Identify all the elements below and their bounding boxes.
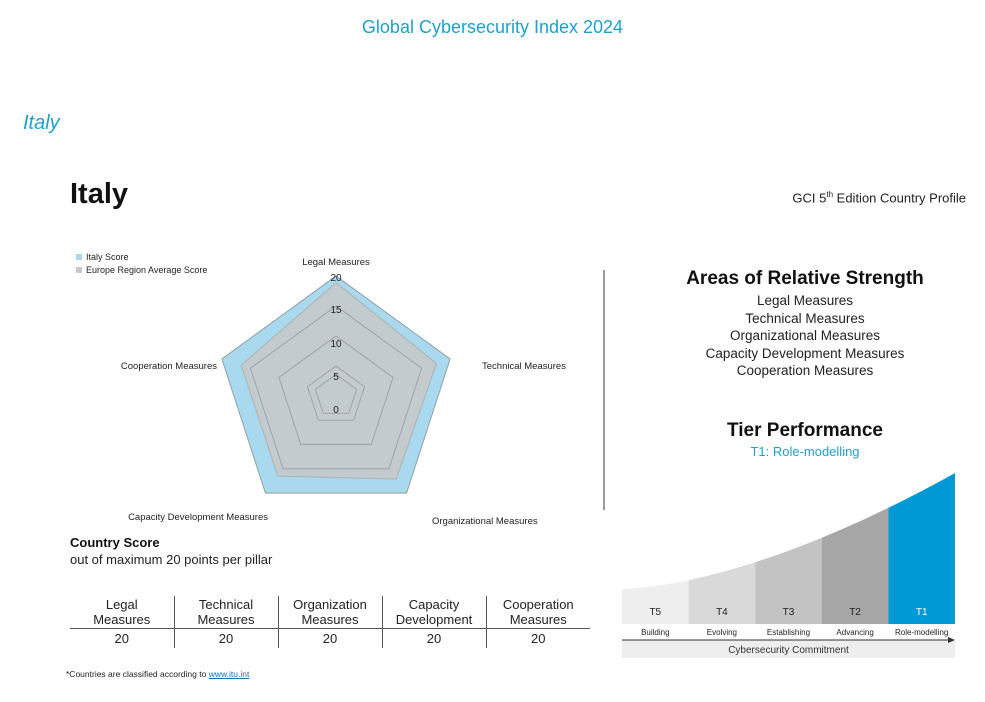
strength-item: Legal Measures — [756, 293, 854, 308]
legend-item-region: Europe Region Average Score — [76, 263, 207, 276]
tier-band-t5 — [622, 580, 689, 624]
tier-band-t4 — [688, 562, 756, 624]
tier-stage-label: Building — [641, 628, 669, 637]
itu-link[interactable]: www.itu.int — [208, 669, 250, 679]
radar-legend: Italy Score Europe Region Average Score — [76, 250, 207, 276]
document-header: Global Cybersecurity Index 2024 — [361, 17, 624, 37]
radar-tick-label: 15 — [330, 305, 342, 316]
tier-code-label: T5 — [649, 607, 661, 618]
score-value-legal: 20 — [70, 628, 175, 648]
country-score-subtitle: out of maximum 20 points per pillar — [70, 552, 273, 567]
score-header-line2: Measures — [93, 612, 151, 627]
tier-stage-label: Establishing — [767, 628, 810, 637]
tier-axis-band — [622, 640, 955, 658]
score-header-cooperation: Cooperation Measures — [486, 596, 590, 629]
strength-item: Organizational Measures — [729, 328, 881, 343]
tier-title: Tier Performance — [727, 420, 883, 441]
radar-grid-ring — [249, 305, 423, 470]
legend-label-country: Italy Score — [86, 251, 129, 262]
score-header-organization: Organization Measures — [278, 596, 383, 629]
tier-stage-label: Evolving — [707, 628, 737, 637]
score-header-line2: Measures — [509, 612, 567, 627]
country-score-title: Country Score — [70, 535, 160, 550]
score-header-line2: Measures — [197, 612, 255, 627]
score-header-line2: Development — [395, 612, 473, 627]
strength-item: Capacity Development Measures — [705, 345, 905, 361]
radar-axis-label: Legal Measures — [302, 257, 370, 268]
strengths-panel: Areas of Relative Strength Legal Measure… — [605, 268, 985, 380]
strengths-title: Areas of Relative Strength — [686, 268, 924, 289]
legend-swatch-region — [76, 266, 82, 273]
strength-item: Technical Measures — [745, 310, 865, 326]
score-value-technical: 20 — [174, 628, 279, 648]
radar-tick-label: 20 — [330, 273, 342, 284]
radar-grid-ring — [314, 373, 358, 414]
vertical-divider — [603, 270, 605, 510]
score-value-capacity: 20 — [382, 628, 487, 648]
radar-grid-ring — [278, 335, 394, 445]
radar-tick-label: 0 — [333, 405, 339, 416]
tier-band-t2 — [821, 507, 889, 624]
score-header-technical: Technical Measures — [174, 596, 279, 629]
tier-value: T1: Role-modelling — [750, 444, 860, 459]
tier-code-label: T1 — [916, 607, 928, 618]
tier-band-t3 — [755, 537, 822, 624]
radar-grid-ring — [306, 365, 366, 421]
tier-axis-label: Cybersecurity Commitment — [728, 645, 849, 656]
tier-band-t1 — [888, 473, 955, 624]
score-header-line1: Technical — [198, 597, 254, 612]
legend-label-region: Europe Region Average Score — [86, 264, 208, 275]
score-header-line1: Capacity — [408, 597, 460, 612]
score-header-capacity: Capacity Development — [382, 596, 487, 629]
score-header-line1: Organization — [293, 597, 367, 612]
tier-axis-arrow — [948, 637, 955, 643]
score-header-line2: Measures — [301, 612, 359, 627]
edition-superscript: th — [826, 190, 834, 199]
section-title: Italy — [23, 112, 60, 134]
radar-series-region — [240, 281, 438, 480]
score-value-organization: 20 — [278, 628, 383, 648]
radar-tick-label: 5 — [333, 372, 339, 383]
tier-code-label: T4 — [716, 607, 728, 618]
edition-suffix: Edition Country Profile — [833, 190, 966, 206]
score-header-line1: Legal — [105, 597, 138, 612]
radar-axis-label: Capacity Development Measures — [128, 512, 268, 523]
score-header-legal: Legal Measures — [70, 596, 175, 629]
radar-tick-label: 10 — [330, 339, 342, 350]
footnote: *Countries are classified according to w… — [66, 669, 249, 679]
radar-axis-label: Organizational Measures — [432, 516, 538, 527]
edition-prefix: GCI 5 — [792, 190, 827, 206]
radar-axis-label: Cooperation Measures — [121, 361, 217, 372]
score-value-cooperation: 20 — [486, 628, 590, 648]
tier-stage-label: Role-modelling — [895, 628, 948, 637]
score-header-line1: Cooperation — [502, 597, 574, 612]
radar-chart: 0 5 10 15 20 Legal Measures Technical Measures… — [121, 257, 566, 527]
tier-code-label: T3 — [783, 607, 795, 618]
tier-code-label: T2 — [849, 607, 861, 618]
legend-swatch-country — [76, 253, 82, 260]
radar-axis-label: Technical Measures — [482, 361, 566, 372]
score-table: Legal Measures Technical Measures Organiza… — [70, 596, 590, 648]
score-header-row: Legal Measures Technical Measures Organiza… — [70, 596, 590, 629]
footnote-text: *Countries are classified according to — [66, 669, 209, 679]
tier-stage-label: Advancing — [836, 628, 873, 637]
profile-edition-label: GCI 5th Edition Country Profile — [792, 190, 966, 205]
legend-item-country: Italy Score — [76, 250, 207, 263]
radar-grid-ring — [221, 275, 451, 494]
score-value-row: 20 20 20 20 20 — [70, 628, 590, 648]
country-title: Italy — [70, 178, 129, 210]
strength-item: Cooperation Measures — [736, 363, 874, 378]
